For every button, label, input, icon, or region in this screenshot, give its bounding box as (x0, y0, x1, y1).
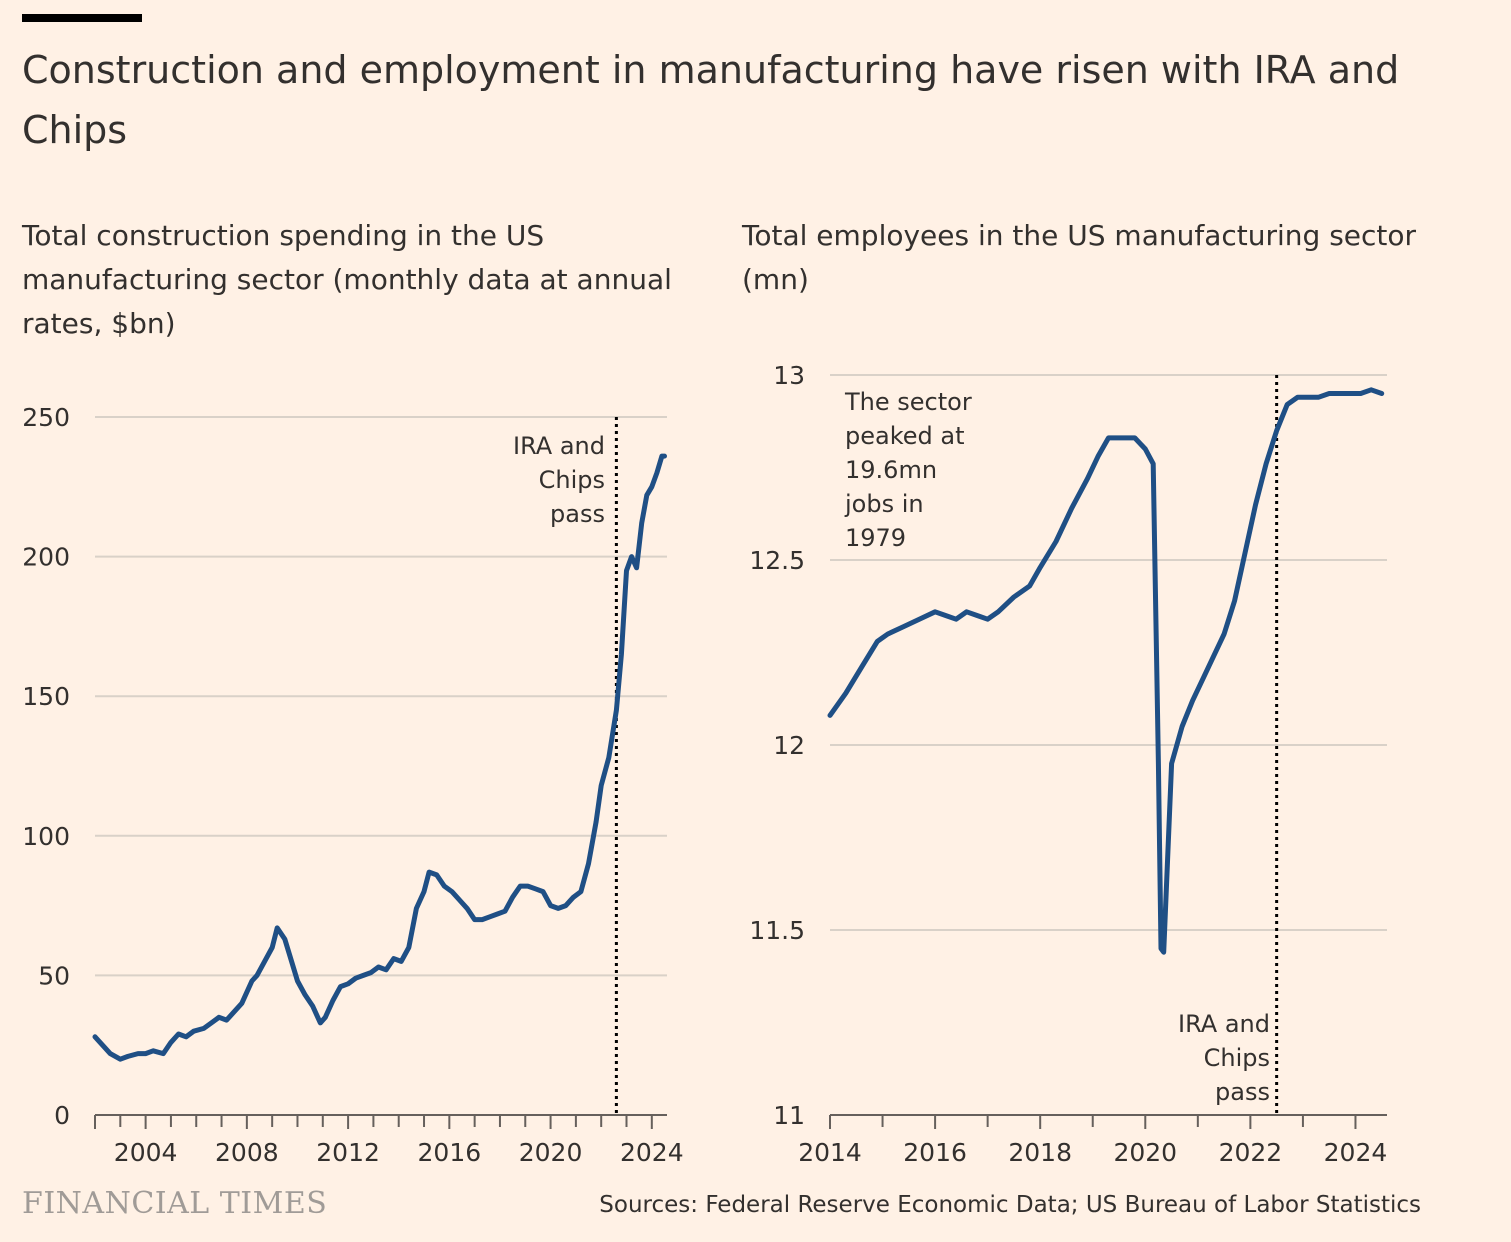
annotation-line: 19.6mn (845, 456, 937, 484)
annotation-line: The sector (844, 388, 972, 416)
source-note: Sources: Federal Reserve Economic Data; … (599, 1192, 1421, 1218)
x-tick-label: 2020 (1113, 1138, 1177, 1167)
marker-label-line: Chips (539, 466, 605, 494)
y-tick-label: 50 (38, 961, 70, 990)
x-tick-label: 2022 (1219, 1138, 1283, 1167)
annotation-line: jobs in (844, 490, 924, 518)
right-chart-subtitle: Total employees in the US manufacturing … (742, 219, 1417, 296)
chart-title: Construction and employment in manufactu… (22, 48, 1400, 152)
marker-label-line: Chips (1204, 1044, 1270, 1072)
marker-label-line: pass (550, 500, 605, 528)
x-tick-label: 2016 (418, 1138, 482, 1167)
manufacturing-employment-line (827, 387, 1385, 955)
marker-label-line: IRA and (513, 432, 605, 460)
ft-logo: FINANCIAL TIMES (22, 1186, 328, 1221)
x-tick-label: 2012 (316, 1138, 380, 1167)
y-tick-label: 250 (22, 403, 70, 432)
annotation-line: 1979 (845, 524, 906, 552)
x-tick-label: 2004 (114, 1138, 178, 1167)
y-tick-label: 12.5 (749, 546, 805, 575)
y-tick-label: 13 (773, 361, 805, 390)
x-tick-label: 2024 (1324, 1138, 1388, 1167)
y-tick-label: 11 (773, 1101, 805, 1130)
y-tick-label: 12 (773, 731, 805, 760)
x-tick-label: 2020 (519, 1138, 583, 1167)
x-tick-label: 2008 (215, 1138, 279, 1167)
x-tick-label: 2014 (798, 1138, 862, 1167)
top-bar (22, 14, 142, 22)
construction-spending-line (92, 453, 667, 1062)
x-tick-label: 2018 (1008, 1138, 1072, 1167)
annotation-line: peaked at (845, 422, 965, 450)
y-tick-label: 0 (54, 1101, 70, 1130)
marker-label-line: IRA and (1178, 1010, 1270, 1038)
y-tick-label: 150 (22, 682, 70, 711)
marker-label-line: pass (1215, 1078, 1270, 1106)
y-tick-label: 11.5 (749, 916, 805, 945)
left-chart-subtitle: Total construction spending in the US ma… (22, 219, 672, 340)
y-tick-label: 200 (22, 543, 70, 572)
x-tick-label: 2024 (620, 1138, 684, 1167)
y-tick-label: 100 (22, 822, 70, 851)
x-tick-label: 2016 (903, 1138, 967, 1167)
